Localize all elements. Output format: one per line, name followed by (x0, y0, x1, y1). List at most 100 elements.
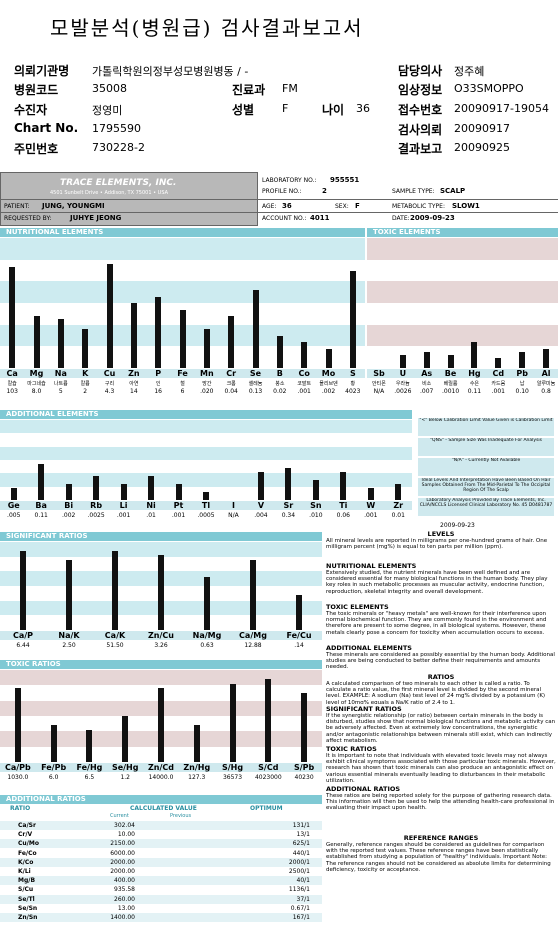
column-value: 3.26 (154, 642, 168, 649)
field-label: 병원코드 (14, 83, 59, 97)
bar (399, 355, 406, 368)
column-value: 0.06 (336, 512, 350, 519)
field-label: 검사의뢰 (398, 123, 443, 137)
field-value: F (282, 102, 289, 115)
field-value: 36 (356, 102, 370, 115)
column-korean: 비소 (422, 381, 432, 387)
bar (175, 484, 182, 500)
field-value: 20090917 (454, 122, 510, 135)
bar (57, 318, 64, 368)
column-label: S/Pb (286, 763, 322, 772)
column-label: Bi (54, 501, 83, 510)
column-value: 5 (58, 388, 63, 395)
table-row-bg (0, 876, 322, 886)
explanation-text: If the synergistic relationship (or rati… (326, 713, 556, 744)
explanation-text: These ratios are being reported solely f… (326, 793, 555, 812)
table-subheader: Previous (170, 813, 192, 819)
explanation-heading: REFERENCE RANGES (403, 834, 479, 842)
column-value: 103 (6, 388, 18, 395)
stripe (0, 433, 412, 447)
table-cell: 2500/1 (288, 868, 310, 875)
column-value: 0.8 (541, 388, 551, 395)
column-label: Tl (192, 501, 220, 510)
column-value: 6 (180, 388, 185, 395)
table-cell: 1136/1 (288, 886, 310, 894)
stripe (367, 281, 558, 303)
field-label: 진료과 (232, 83, 266, 97)
table-cell: Fe/Co (18, 849, 37, 857)
section-title: TOXIC ELEMENTS (367, 228, 558, 237)
column-label: Be (438, 369, 463, 378)
field-value: 정주혜 (454, 65, 485, 78)
table-cell: 1400.00 (110, 914, 135, 921)
bar (14, 688, 21, 762)
column-value: 14 (130, 388, 138, 395)
bar (10, 488, 17, 500)
column-label: Rb (82, 501, 110, 510)
column-value: .002 (61, 512, 76, 519)
bar (312, 480, 319, 500)
table-cell: Cu/Mo (18, 840, 39, 848)
lab-field-label: METABOLIC TYPE: (392, 203, 445, 210)
bar (276, 335, 283, 368)
table-header: CALCULATED VALUE (130, 805, 197, 812)
column-value: 4023 (345, 388, 361, 395)
column-label: Ba (27, 501, 55, 510)
column-korean: 붕소 (275, 381, 285, 387)
column-value: 8.0 (31, 388, 42, 395)
lab-field-label: SEX: (335, 203, 349, 210)
table-cell: 40/1 (296, 877, 310, 885)
table-row-bg (0, 894, 322, 904)
column-value: 6.5 (84, 774, 95, 781)
bar (423, 352, 430, 368)
field-value: 20090917-19054 (454, 102, 549, 115)
table-cell: 935.58 (114, 886, 135, 894)
column-label: Zn/Cd (143, 763, 179, 772)
column-label: S/Hg (214, 763, 251, 772)
bar (9, 266, 16, 368)
column-label: Li (109, 501, 138, 510)
lab-field-value: 2009-09-23 (410, 214, 455, 222)
table-cell: K/Li (18, 868, 31, 875)
column-korean: 코발트 (297, 381, 312, 387)
lab-field-value: SLOW1 (452, 202, 480, 210)
column-value: .001 (116, 512, 131, 519)
table-row-bg (0, 913, 322, 922)
field-label: 임상정보 (398, 83, 443, 97)
lab-address: 4501 Sunbelt Drive • Addison, TX 75001 •… (50, 190, 169, 196)
column-value: .007 (420, 388, 434, 395)
table-cell: 2000/1 (288, 858, 310, 866)
stripe (0, 420, 412, 434)
column-korean: 우라늄 (395, 381, 410, 387)
legend-note: "<" Below Calibration Limit Value Given … (418, 418, 554, 436)
explanation-text: These minerals are considered as possibl… (326, 652, 555, 671)
bar (193, 725, 200, 762)
lab-field-label: PATIENT: (4, 203, 30, 210)
column-label: K (73, 369, 98, 378)
column-value: .020 (200, 388, 214, 395)
section-title: SIGNIFICANT RATIOS (0, 532, 322, 541)
column-value: .001 (171, 512, 186, 519)
column-label: Ti (329, 501, 358, 510)
column-value: .010 (309, 512, 323, 519)
table-header: RATIO (10, 805, 31, 812)
field-label: 접수번호 (398, 103, 443, 117)
field-value: 정영미 (92, 104, 123, 117)
column-korean: 베릴륨 (443, 381, 458, 387)
bar (112, 550, 118, 630)
column-label: Pb (510, 369, 535, 378)
table-row-bg (0, 848, 322, 858)
lab-field-value: 36 (282, 202, 292, 210)
column-value: 2.50 (62, 642, 76, 649)
table-row-bg (0, 885, 322, 895)
explanation-heading: SIGNIFICANT RATIOS (326, 705, 402, 713)
column-value: 14000.0 (148, 774, 174, 781)
column-korean: 인 (155, 381, 161, 387)
bar (130, 303, 137, 368)
stripe (0, 670, 322, 686)
legend-note: "N/A" - Currently Not Available (418, 458, 554, 476)
column-korean: 아연 (129, 381, 139, 387)
table-header: OPTIMUM (250, 805, 283, 812)
bar (229, 683, 236, 762)
lab-field-label: REQUESTED BY: (4, 215, 52, 222)
